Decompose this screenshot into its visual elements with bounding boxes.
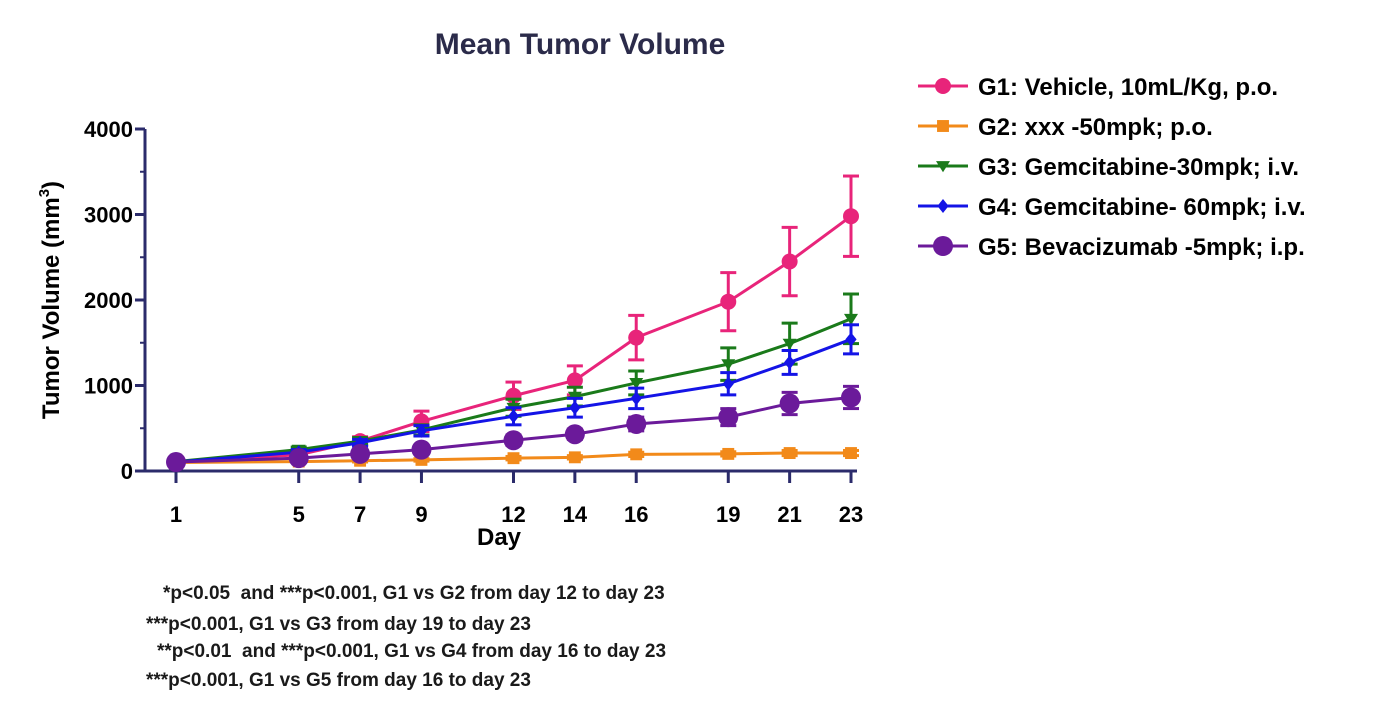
data-point xyxy=(568,451,581,464)
data-point xyxy=(503,430,524,451)
y-tick-label: 0 xyxy=(121,459,133,484)
legend-item-4: G4: Gemcitabine- 60mpk; i.v. xyxy=(918,194,1306,221)
legend-item-5: G5: Bevacizumab -5mpk; i.p. xyxy=(918,234,1305,261)
data-point xyxy=(720,293,737,310)
series-line xyxy=(175,395,852,464)
annotation-note-1: *p<0.05 and ***p<0.001, G1 vs G2 from da… xyxy=(163,583,665,604)
data-point xyxy=(845,447,857,459)
data-point xyxy=(626,413,647,434)
series-line xyxy=(175,451,851,464)
plot-area xyxy=(166,174,861,473)
data-point xyxy=(564,424,585,445)
x-tick-label: 7 xyxy=(354,502,366,527)
data-point xyxy=(628,329,645,346)
x-tick-label: 9 xyxy=(415,502,427,527)
data-point xyxy=(721,359,736,371)
legend-marker xyxy=(937,199,949,213)
data-point xyxy=(630,448,643,461)
legend-label: G4: Gemcitabine- 60mpk; i.v. xyxy=(978,194,1306,221)
data-point xyxy=(722,447,735,460)
legend-item-2: G2: xxx -50mpk; p.o. xyxy=(918,114,1213,141)
y-tick-label: 1000 xyxy=(84,374,133,399)
legend-label: G5: Bevacizumab -5mpk; i.p. xyxy=(978,234,1305,261)
series-line xyxy=(175,337,852,464)
data-point xyxy=(569,400,581,415)
data-point xyxy=(784,355,796,370)
data-point xyxy=(630,391,642,406)
y-axis-label-superscript: 3 xyxy=(36,189,53,197)
data-point xyxy=(843,208,859,225)
data-point xyxy=(411,439,432,460)
legend-marker xyxy=(935,78,951,94)
legend-label: G3: Gemcitabine-30mpk; i.v. xyxy=(978,154,1299,181)
data-point xyxy=(781,253,798,270)
legend-label: G2: xxx -50mpk; p.o. xyxy=(978,114,1213,141)
data-point xyxy=(415,423,428,438)
data-point xyxy=(629,378,644,390)
x-tick-label: 23 xyxy=(839,502,863,527)
series-line xyxy=(175,317,852,464)
x-tick-label: 5 xyxy=(293,502,305,527)
data-point xyxy=(718,407,739,428)
data-point xyxy=(783,447,796,459)
legend-marker xyxy=(937,120,949,132)
legend-item-3: G3: Gemcitabine-30mpk; i.v. xyxy=(918,154,1299,181)
x-tick-label: 19 xyxy=(716,502,740,527)
x-tick-label: 21 xyxy=(777,502,801,527)
x-tick-label: 16 xyxy=(624,502,648,527)
data-point xyxy=(566,372,583,389)
data-point xyxy=(841,387,861,408)
data-point xyxy=(350,443,371,464)
significance-notes: *p<0.05 and ***p<0.001, G1 vs G2 from da… xyxy=(146,583,666,691)
y-tick-label: 3000 xyxy=(84,203,133,228)
x-tick-label: 1 xyxy=(170,502,182,527)
data-point xyxy=(844,313,858,326)
data-point xyxy=(166,452,186,473)
data-point xyxy=(779,393,800,414)
data-point xyxy=(722,376,734,391)
data-point xyxy=(507,452,520,465)
annotation-note-4: ***p<0.001, G1 vs G5 from day 16 to day … xyxy=(146,670,531,691)
annotation-note-3: **p<0.01 and ***p<0.001, G1 vs G4 from d… xyxy=(157,641,666,662)
y-tick-label: 4000 xyxy=(84,117,133,142)
annotation-note-2: ***p<0.001, G1 vs G3 from day 19 to day … xyxy=(146,614,531,635)
series-5 xyxy=(166,384,861,473)
chart-title: Mean Tumor Volume xyxy=(435,28,726,61)
legend: G1: Vehicle, 10mL/Kg, p.o. G2: xxx -50mpk… xyxy=(918,74,1306,261)
data-point xyxy=(782,338,797,350)
y-axis-label-close: ) xyxy=(38,181,65,189)
legend-marker xyxy=(936,161,950,173)
legend-label: G1: Vehicle, 10mL/Kg, p.o. xyxy=(978,74,1278,101)
x-tick-label: 14 xyxy=(563,502,588,527)
axes: 0 1000 2000 3000 4000 1 5 7 9 12 14 16 19 21 23 xyxy=(84,117,863,527)
data-point xyxy=(845,332,857,347)
data-point xyxy=(354,435,366,450)
y-axis-label: Tumor Volume (mm3) xyxy=(36,181,65,419)
data-point xyxy=(507,409,520,424)
legend-item-1: G1: Vehicle, 10mL/Kg, p.o. xyxy=(918,74,1278,101)
series-3 xyxy=(168,292,859,468)
data-point xyxy=(288,448,309,469)
x-axis-label: Day xyxy=(477,524,522,551)
data-point xyxy=(415,453,428,466)
y-tick-label: 2000 xyxy=(84,288,133,313)
x-tick-label: 12 xyxy=(501,502,525,527)
y-axis-label-main: Tumor Volume (mm xyxy=(38,197,65,419)
legend-marker xyxy=(933,236,953,256)
